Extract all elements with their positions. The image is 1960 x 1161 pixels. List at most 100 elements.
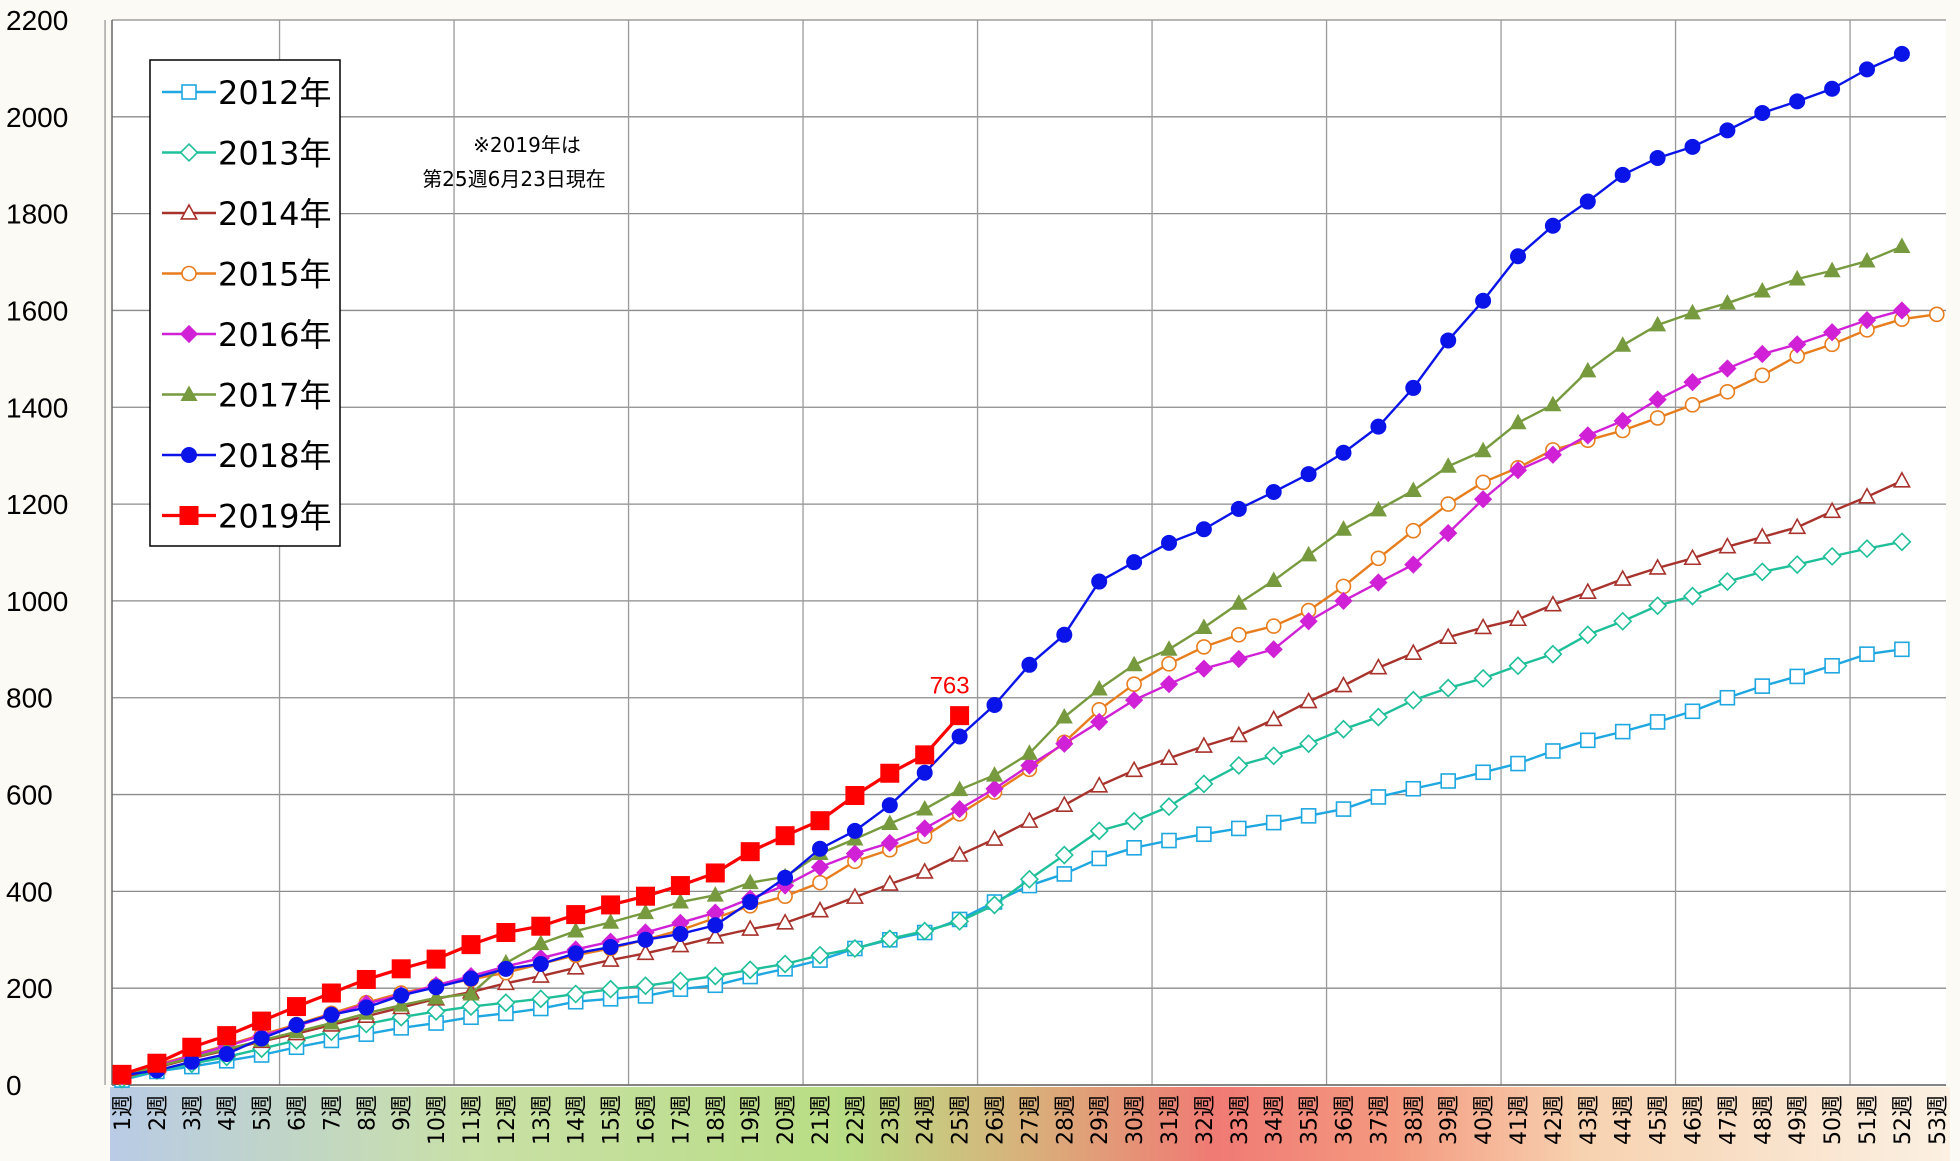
data-point [1333,719,1354,739]
data-point [1788,517,1807,535]
data-point [1859,646,1875,662]
data-point [1893,237,1911,254]
data-point [1335,444,1352,461]
data-point [1161,534,1177,551]
legend-item: 2016年 [162,316,331,354]
data-point [532,955,549,972]
x-tick-label: 33週 [1228,1095,1253,1145]
data-point [1369,573,1388,592]
data-point [1683,372,1702,392]
x-tick-label: 19週 [739,1095,764,1145]
data-point [180,385,198,401]
data-point [1231,626,1247,643]
data-point [1264,640,1283,659]
legend-item: 2013年 [162,135,331,173]
data-point [740,960,760,980]
x-tick-label: 42週 [1542,1095,1567,1145]
data-point [986,696,1003,713]
data-point [1719,122,1736,139]
data-point [1404,555,1423,574]
data-point [463,970,479,987]
data-point [1718,359,1737,378]
legend-items: 2012年 2013年 2014年 2015年 2016年 2017年 2018年 2019年 [162,74,331,536]
data-point [985,779,1004,798]
x-tick-label: 1週 [111,1095,136,1131]
y-tick-label: 2200 [6,5,68,36]
data-point [1753,527,1772,544]
data-point [1719,383,1736,400]
y-tick-label: 200 [6,973,53,1004]
data-point [1125,760,1144,778]
x-tick-label: 37週 [1367,1095,1392,1145]
data-point [1719,689,1736,706]
x-tick-label: 40週 [1472,1095,1497,1145]
data-point [1054,845,1074,865]
x-tick-label: 28週 [1053,1095,1078,1145]
data-point [393,987,410,1004]
data-point [1892,532,1912,552]
data-point [566,905,586,925]
data-point [951,780,969,797]
x-tick-label: 31週 [1158,1095,1183,1145]
x-axis-band [110,1087,1950,1161]
data-point [915,745,935,765]
series-group [112,45,1945,1089]
data-point [288,1016,305,1033]
data-point [1195,521,1212,538]
data-point [1439,627,1458,644]
data-point [1578,582,1597,599]
data-point [741,919,760,936]
data-point [1124,811,1144,831]
data-point [1055,708,1073,724]
data-point [1822,546,1842,566]
data-point [1754,367,1771,384]
data-point [181,265,197,282]
data-point [1543,595,1562,612]
data-point [950,845,969,862]
data-point [705,863,725,883]
data-point [1403,690,1423,710]
data-point [1019,869,1039,889]
data-point [1440,496,1456,512]
data-point [1404,643,1423,660]
data-point [601,950,620,967]
data-point [1473,668,1493,688]
data-point [1754,678,1771,694]
data-point [670,876,690,896]
data-point [1440,332,1457,349]
data-point [497,960,514,977]
data-point [461,997,481,1017]
data-point [1613,569,1632,586]
data-point [672,925,689,942]
x-tick-label: 47週 [1716,1095,1741,1145]
data-point [1265,571,1283,588]
y-tick-label: 1200 [6,489,68,520]
data-point [253,1030,270,1047]
data-point [1090,679,1108,696]
data-point [810,858,830,877]
legend-label: 2017年 [218,377,331,415]
data-point [147,1053,167,1073]
x-tick-label: 39週 [1437,1095,1462,1145]
data-point [1404,481,1422,497]
legend-box [149,59,341,547]
data-point [810,945,830,965]
data-point [776,913,795,930]
data-point [1405,780,1422,797]
data-point [636,886,655,906]
data-point [566,984,586,1004]
data-point [775,826,795,846]
data-point [1335,578,1352,595]
x-tick-label: 4週 [216,1095,241,1131]
data-point [1299,612,1318,631]
data-point [1160,640,1178,656]
data-point [1717,572,1737,592]
data-point [985,766,1004,782]
data-point [1194,774,1214,794]
data-point [951,728,968,745]
data-point [812,840,828,857]
x-tick-label: 16週 [635,1095,660,1145]
data-point [112,1064,132,1084]
data-point [602,913,620,929]
data-point [845,844,865,863]
